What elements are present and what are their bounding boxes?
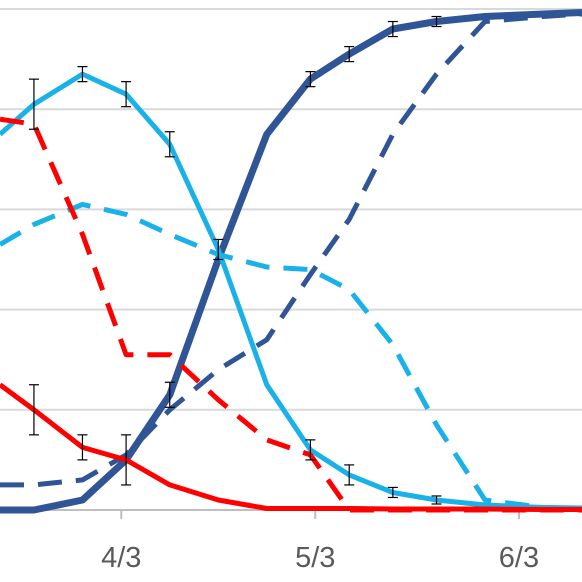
x-tick-label: 5/3 xyxy=(295,542,335,574)
x-tick-label: 4/3 xyxy=(101,542,141,574)
errorbar-layer xyxy=(28,15,442,505)
series-line-6 xyxy=(0,116,582,513)
series-line-5 xyxy=(0,382,582,512)
x-tick-labels: 4/3 5/3 6/3 xyxy=(101,542,539,574)
series-line-4 xyxy=(0,201,582,511)
gridlines xyxy=(0,8,582,411)
series-line-2 xyxy=(0,11,582,488)
series-layer xyxy=(0,9,582,514)
series-line-3 xyxy=(0,71,582,511)
x-tick-label: 6/3 xyxy=(499,542,539,574)
series-line-1 xyxy=(0,9,582,514)
